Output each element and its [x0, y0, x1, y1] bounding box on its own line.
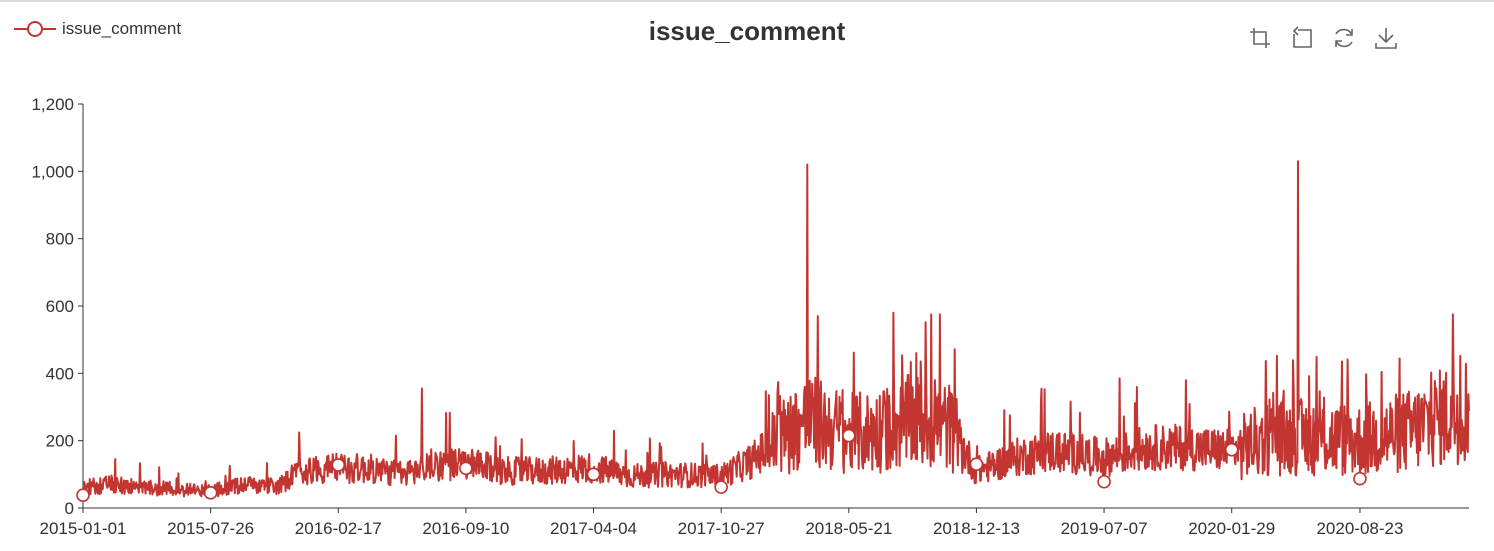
x-tick-label: 2016-02-17 [295, 519, 382, 538]
x-tick-label: 2020-01-29 [1188, 519, 1275, 538]
y-tick-label: 1,200 [31, 95, 74, 114]
restore-button[interactable] [1330, 24, 1358, 52]
y-tick-label: 400 [46, 364, 74, 383]
chart-title: issue_comment [648, 16, 846, 46]
legend[interactable]: issue_comment [14, 18, 181, 40]
y-tick-label: 0 [65, 499, 74, 518]
restore-icon [1335, 28, 1353, 48]
y-tick-label: 800 [46, 230, 74, 249]
data-point-marker [203, 486, 218, 500]
y-tick-label: 600 [46, 297, 74, 316]
data-point-marker [842, 428, 856, 443]
x-tick-label: 2018-12-13 [933, 519, 1020, 538]
zoom-reset-icon [1292, 26, 1312, 48]
legend-label: issue_comment [62, 19, 182, 38]
legend-line-circle-icon [14, 21, 56, 37]
data-point-marker [1224, 442, 1239, 457]
toolbox [1246, 24, 1400, 52]
data-point-marker [1097, 474, 1111, 489]
x-tick-label: 2015-01-01 [40, 519, 127, 538]
save-image-button[interactable] [1372, 24, 1400, 52]
x-tick-label: 2020-08-23 [1316, 519, 1403, 538]
data-point-marker [331, 458, 346, 472]
x-tick-label: 2019-07-07 [1061, 519, 1148, 538]
zoom-reset-button[interactable] [1288, 24, 1316, 52]
series-line-issue-comment [82, 160, 1470, 499]
data-point-marker [76, 488, 90, 503]
data-point-marker [1353, 471, 1367, 486]
zoom-icon [1250, 28, 1270, 48]
x-tick-label: 2018-05-21 [805, 519, 892, 538]
data-point-marker [969, 457, 984, 472]
y-tick-label: 1,000 [31, 162, 74, 181]
x-tick-label: 2016-09-10 [422, 519, 509, 538]
data-point-marker [586, 467, 601, 482]
x-tick-label: 2015-07-26 [167, 519, 254, 538]
x-tick-label: 2017-04-04 [550, 519, 637, 538]
zoom-button[interactable] [1246, 24, 1274, 52]
x-tick-label: 2017-10-27 [678, 519, 765, 538]
data-point-marker [459, 461, 473, 476]
top-border [0, 0, 1494, 2]
save-image-icon [1375, 28, 1397, 49]
data-point-marker [714, 480, 728, 494]
y-tick-label: 200 [46, 432, 74, 451]
